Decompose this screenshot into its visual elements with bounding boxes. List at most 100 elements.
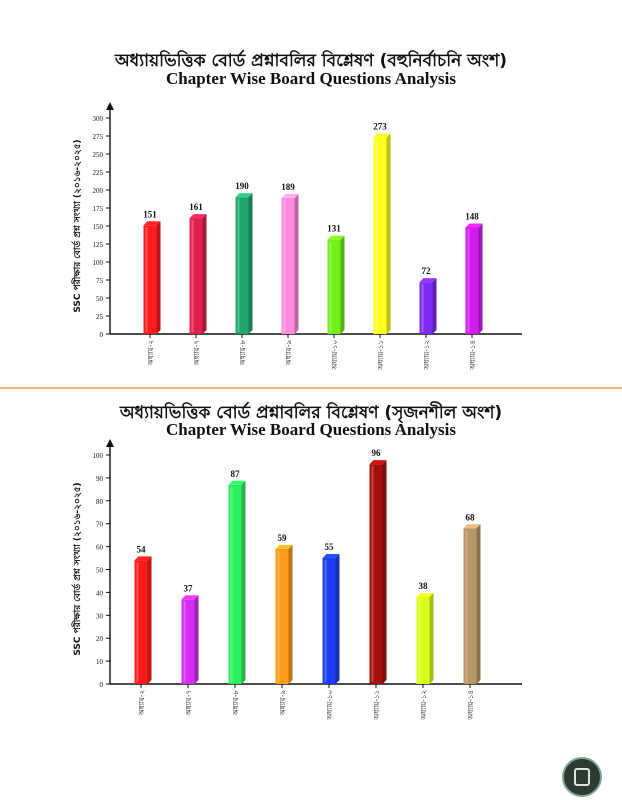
chart-title: Chapter Wise Board Questions Analysis bbox=[165, 420, 456, 439]
bar bbox=[465, 227, 479, 334]
y-tick-label: 100 bbox=[93, 259, 104, 267]
y-tick-label: 40 bbox=[96, 589, 104, 597]
x-tick-label: অধ্যায়-৯ bbox=[285, 340, 293, 367]
bar-top bbox=[373, 133, 391, 138]
book-icon bbox=[574, 768, 590, 786]
bar-top bbox=[369, 460, 387, 465]
bar-side bbox=[294, 193, 299, 334]
bar-highlight bbox=[277, 550, 280, 682]
bar bbox=[369, 464, 383, 684]
bar-highlight bbox=[183, 601, 186, 682]
bar-top bbox=[275, 544, 293, 549]
y-tick-label: 70 bbox=[96, 521, 104, 529]
bar-side bbox=[386, 133, 391, 334]
y-tick-label: 60 bbox=[96, 544, 104, 552]
y-tick-label: 175 bbox=[93, 205, 104, 213]
bar-side bbox=[241, 480, 246, 684]
bar bbox=[327, 239, 341, 334]
chart-creative: অধ্যায়ভিত্তিক বোর্ড প্রশ্নাবলির বিশ্লেষ… bbox=[0, 392, 622, 722]
y-tick-label: 30 bbox=[96, 612, 104, 620]
y-tick-label: 150 bbox=[93, 223, 104, 231]
bar bbox=[189, 218, 203, 334]
y-tick-label: 250 bbox=[93, 151, 104, 159]
bar-top bbox=[181, 595, 199, 600]
bar-side bbox=[202, 214, 207, 334]
bar-highlight bbox=[467, 229, 470, 332]
y-axis-arrow bbox=[106, 439, 114, 447]
bar-highlight bbox=[237, 199, 240, 332]
publisher-logo bbox=[562, 757, 602, 797]
y-tick-label: 20 bbox=[96, 635, 104, 643]
y-tick-label: 50 bbox=[96, 295, 104, 303]
x-tick-label: অধ্যায়-১১ bbox=[373, 690, 381, 721]
data-label: 189 bbox=[281, 182, 295, 192]
data-label: 38 bbox=[419, 581, 429, 591]
bar-top bbox=[322, 554, 340, 559]
y-axis-arrow bbox=[106, 102, 114, 110]
bar-side bbox=[147, 556, 152, 684]
bar-side bbox=[156, 221, 161, 334]
bar-highlight bbox=[375, 139, 378, 332]
chart-title: Chapter Wise Board Questions Analysis bbox=[165, 69, 456, 88]
bar bbox=[228, 484, 242, 684]
bar-side bbox=[476, 524, 481, 684]
y-tick-label: 50 bbox=[96, 567, 104, 575]
bar-top bbox=[143, 221, 161, 226]
bar-highlight bbox=[371, 466, 374, 682]
x-tick-label: অধ্যায়-১২ bbox=[420, 690, 428, 721]
x-tick-label: অধ্যায়-১৪ bbox=[467, 690, 475, 721]
chart-title-bangla: অধ্যায়ভিত্তিক বোর্ড প্রশ্নাবলির বিশ্লেষ… bbox=[119, 403, 503, 423]
bar-highlight bbox=[230, 486, 233, 682]
bar-top bbox=[327, 235, 345, 240]
bar bbox=[322, 558, 336, 684]
bar-top bbox=[189, 214, 207, 219]
bar-highlight bbox=[145, 227, 148, 332]
data-label: 59 bbox=[278, 533, 288, 543]
y-tick-label: 0 bbox=[100, 681, 104, 689]
y-tick-label: 225 bbox=[93, 169, 104, 177]
bar-highlight bbox=[329, 241, 332, 332]
x-tick-label: অধ্যায়-৭ bbox=[185, 690, 193, 716]
bar bbox=[419, 282, 433, 334]
data-label: 131 bbox=[327, 224, 341, 234]
bar-side bbox=[288, 544, 293, 684]
bar-top bbox=[463, 524, 481, 529]
x-tick-label: অধ্যায়-১০ bbox=[331, 340, 339, 371]
bar bbox=[281, 197, 295, 334]
bar-top bbox=[281, 193, 299, 198]
x-tick-label: অধ্যায়-১০ bbox=[326, 690, 334, 721]
bar-side bbox=[194, 595, 199, 684]
y-tick-label: 80 bbox=[96, 498, 104, 506]
data-label: 96 bbox=[372, 448, 382, 458]
y-tick-label: 75 bbox=[96, 277, 104, 285]
data-label: 161 bbox=[189, 202, 203, 212]
data-label: 68 bbox=[466, 512, 476, 522]
bar-top bbox=[235, 193, 253, 198]
bar bbox=[235, 197, 249, 334]
data-label: 54 bbox=[137, 544, 147, 554]
bar-highlight bbox=[191, 220, 194, 332]
y-tick-label: 10 bbox=[96, 658, 104, 666]
bar bbox=[143, 225, 157, 334]
data-label: 87 bbox=[231, 469, 241, 479]
x-tick-label: অধ্যায়-৮ bbox=[239, 340, 247, 367]
chart-mcq: অধ্যায়ভিত্তিক বোর্ড প্রশ্নাবলির বিশ্লেষ… bbox=[0, 0, 622, 385]
x-tick-label: অধ্যায়-১২ bbox=[423, 340, 431, 371]
y-axis-label: SSC পরীক্ষার বোর্ড প্রশ্ন সংখ্যা (২০১৬-২… bbox=[70, 139, 83, 312]
data-label: 37 bbox=[184, 583, 194, 593]
bar-highlight bbox=[421, 284, 424, 332]
bar bbox=[416, 596, 430, 684]
bar-top bbox=[134, 556, 152, 561]
bar-side bbox=[478, 223, 483, 334]
data-label: 190 bbox=[235, 181, 249, 191]
data-label: 55 bbox=[325, 542, 335, 552]
y-tick-label: 125 bbox=[93, 241, 104, 249]
x-tick-label: অধ্যায়-২ bbox=[147, 340, 155, 366]
bar bbox=[373, 137, 387, 334]
bar bbox=[181, 599, 195, 684]
bar-top bbox=[465, 223, 483, 228]
x-tick-label: অধ্যায়-১১ bbox=[377, 340, 385, 371]
data-label: 148 bbox=[465, 211, 479, 221]
bar-side bbox=[335, 554, 340, 684]
bar-side bbox=[429, 592, 434, 684]
